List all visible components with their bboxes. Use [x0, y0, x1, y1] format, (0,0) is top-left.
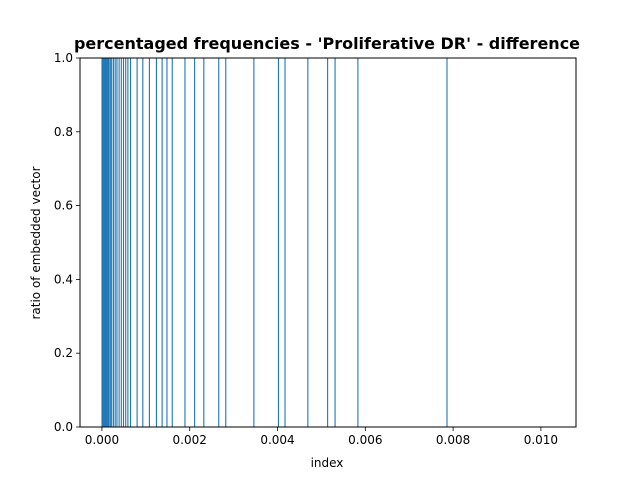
y-axis-label: ratio of embedded vector	[29, 166, 43, 319]
x-tick-label: 0.002	[173, 433, 207, 447]
bar	[103, 58, 105, 427]
x-tick-label: 0.004	[260, 433, 294, 447]
bar	[107, 58, 109, 427]
bar	[108, 58, 110, 427]
x-tick-label: 0.008	[436, 433, 470, 447]
bar	[114, 58, 116, 427]
bar	[118, 58, 120, 427]
y-tick-label: 1.0	[54, 51, 73, 65]
y-tick-label: 0.2	[54, 346, 73, 360]
bar	[155, 58, 157, 427]
bar	[446, 58, 448, 427]
bar	[148, 58, 150, 427]
x-axis: 0.000 0.002 0.004 0.006 0.008 0.010	[85, 427, 558, 447]
bar	[277, 58, 279, 427]
bar	[218, 58, 220, 427]
bar	[101, 58, 103, 427]
bar	[136, 58, 138, 427]
bar	[203, 58, 205, 427]
bar	[161, 58, 163, 427]
x-axis-label: index	[311, 456, 344, 470]
x-tick-label: 0.010	[524, 433, 558, 447]
bar	[307, 58, 309, 427]
bar	[102, 58, 104, 427]
bar	[225, 58, 227, 427]
bar	[112, 58, 114, 427]
y-tick-label: 0.0	[54, 420, 73, 434]
bar	[334, 58, 336, 427]
bar	[104, 58, 107, 427]
bar	[284, 58, 286, 427]
bar	[109, 58, 111, 427]
bar	[127, 58, 129, 427]
bar	[105, 58, 107, 427]
bar	[171, 58, 173, 427]
bar	[129, 58, 132, 427]
y-tick-label: 0.6	[54, 199, 73, 213]
bars-group	[101, 58, 448, 427]
y-tick-label: 0.8	[54, 125, 73, 139]
bar	[142, 58, 144, 427]
bar	[184, 58, 186, 427]
bar	[125, 58, 127, 427]
bar	[120, 58, 122, 427]
bar	[104, 58, 106, 427]
chart-title: percentaged frequencies - 'Proliferative…	[74, 34, 580, 53]
y-axis: 0.0 0.2 0.4 0.6 0.8 1.0	[54, 51, 80, 434]
bar	[111, 58, 113, 427]
bar	[122, 58, 125, 427]
bar	[194, 58, 196, 427]
bar	[253, 58, 255, 427]
bar	[106, 58, 108, 427]
x-tick-label: 0.000	[85, 433, 119, 447]
bar	[357, 58, 359, 427]
x-tick-label: 0.006	[348, 433, 382, 447]
bar	[166, 58, 168, 427]
plot-frame	[79, 57, 577, 428]
bar	[116, 58, 118, 427]
y-tick-label: 0.4	[54, 272, 73, 286]
bar	[327, 58, 329, 427]
